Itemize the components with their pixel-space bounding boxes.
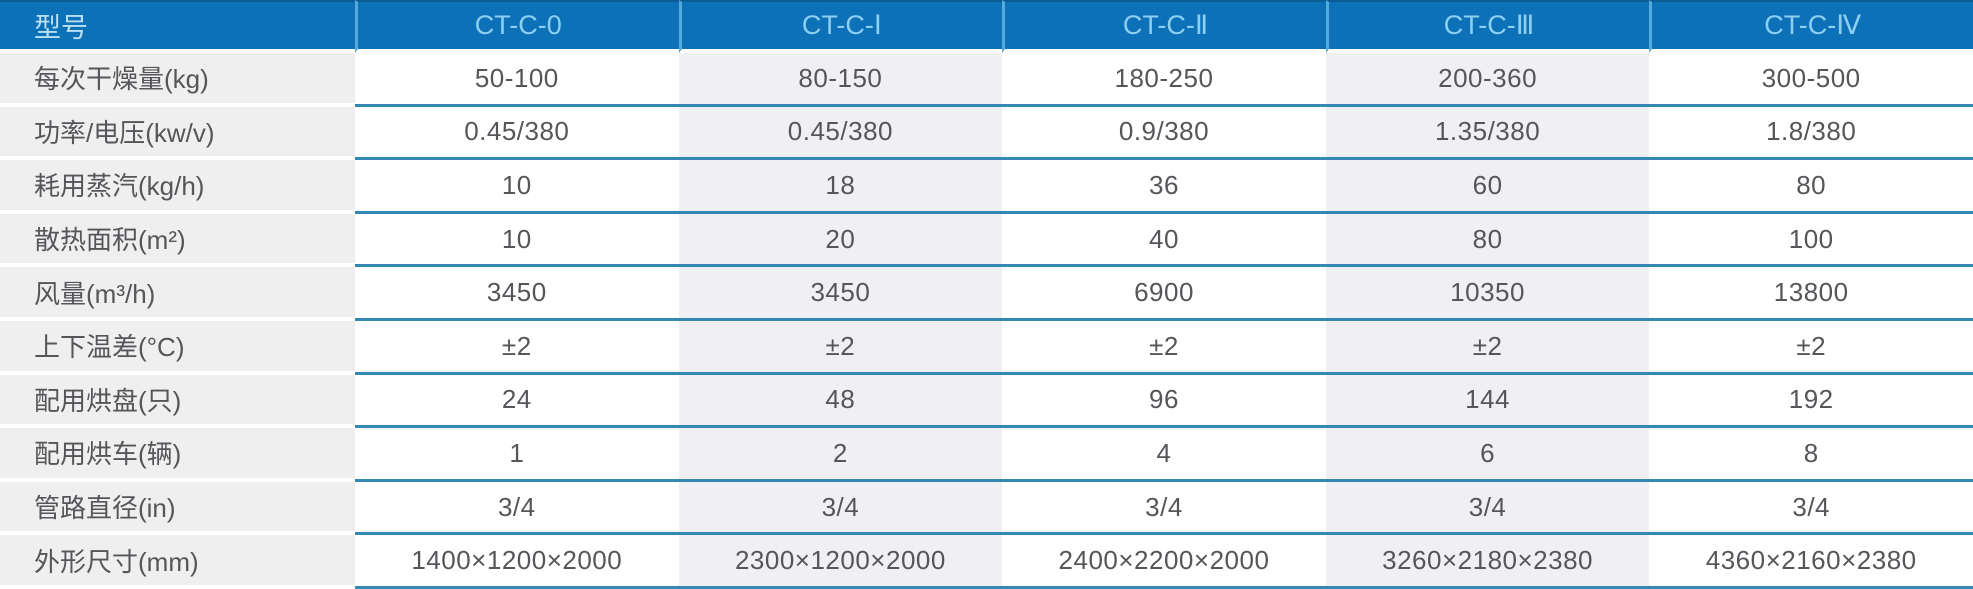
spec-value-cell: 36 — [1002, 160, 1326, 214]
spec-row-label: 配用烘盘(只) — [0, 374, 355, 429]
spec-value-cell: ±2 — [1649, 320, 1973, 375]
spec-value-cell: 200-360 — [1325, 53, 1650, 107]
spec-row-label: 耗用蒸汽(kg/h) — [0, 160, 355, 214]
table-row-temp-difference: 上下温差(°C) ±2 ±2 ±2 ±2 ±2 — [0, 320, 1973, 375]
spec-value-cell: 40 — [1002, 213, 1326, 268]
spec-value-cell: 1.8/380 — [1649, 106, 1973, 161]
spec-value-cell: 0.45/380 — [355, 106, 679, 161]
spec-value-cell: ±2 — [1002, 320, 1326, 375]
spec-value-cell: 180-250 — [1002, 53, 1326, 107]
table-row-drying-capacity: 每次干燥量(kg) 50-100 80-150 180-250 200-360 … — [0, 53, 1973, 107]
spec-row-label: 每次干燥量(kg) — [0, 53, 355, 107]
spec-value-cell: 3260×2180×2380 — [1325, 535, 1650, 589]
model-header-ct-c-0: CT-C-0 — [355, 0, 679, 53]
spec-value-cell: 80-150 — [678, 53, 1003, 107]
spec-value-cell: 144 — [1325, 374, 1650, 429]
spec-value-cell: 2 — [678, 428, 1003, 482]
spec-row-label: 散热面积(m²) — [0, 213, 355, 268]
spec-value-cell: 50-100 — [355, 53, 679, 107]
spec-value-cell: 20 — [678, 213, 1003, 268]
spec-value-cell: 10 — [355, 213, 679, 268]
table-row-overall-dimensions: 外形尺寸(mm) 1400×1200×2000 2300×1200×2000 2… — [0, 535, 1973, 589]
spec-value-cell: 48 — [678, 374, 1003, 429]
spec-row-label: 外形尺寸(mm) — [0, 535, 355, 589]
spec-value-cell: 4 — [1002, 428, 1326, 482]
spec-value-cell: 80 — [1649, 160, 1973, 214]
spec-value-cell: 96 — [1002, 374, 1326, 429]
table-row-heat-area: 散热面积(m²) 10 20 40 80 100 — [0, 213, 1973, 268]
spec-value-cell: ±2 — [678, 320, 1003, 375]
spec-value-cell: 8 — [1649, 428, 1973, 482]
table-row-power-voltage: 功率/电压(kw/v) 0.45/380 0.45/380 0.9/380 1.… — [0, 106, 1973, 161]
spec-value-cell: 10 — [355, 160, 679, 214]
spec-value-cell: 3/4 — [678, 481, 1003, 536]
spec-row-label: 上下温差(°C) — [0, 320, 355, 375]
spec-value-cell: 60 — [1325, 160, 1650, 214]
spec-row-label: 管路直径(in) — [0, 481, 355, 536]
spec-row-label: 风量(m³/h) — [0, 267, 355, 321]
table-row-baking-trays: 配用烘盘(只) 24 48 96 144 192 — [0, 374, 1973, 429]
header-row: 型号 CT-C-0 CT-C-Ⅰ CT-C-Ⅱ CT-C-Ⅲ CT-C-Ⅳ — [0, 0, 1973, 53]
model-header-ct-c-1: CT-C-Ⅰ — [678, 0, 1003, 53]
spec-row-label: 配用烘车(辆) — [0, 428, 355, 482]
model-header-ct-c-2: CT-C-Ⅱ — [1002, 0, 1326, 53]
spec-value-cell: 3/4 — [1325, 481, 1650, 536]
table-row-steam-consumption: 耗用蒸汽(kg/h) 10 18 36 60 80 — [0, 160, 1973, 214]
spec-value-cell: 3450 — [678, 267, 1003, 321]
spec-value-cell: 6 — [1325, 428, 1650, 482]
spec-value-cell: 3450 — [355, 267, 679, 321]
spec-value-cell: 24 — [355, 374, 679, 429]
spec-value-cell: 3/4 — [1002, 481, 1326, 536]
spec-value-cell: 18 — [678, 160, 1003, 214]
table-row-air-volume: 风量(m³/h) 3450 3450 6900 10350 13800 — [0, 267, 1973, 321]
spec-value-cell: 4360×2160×2380 — [1649, 535, 1973, 589]
spec-value-cell: 1400×1200×2000 — [355, 535, 679, 589]
table-row-baking-carts: 配用烘车(辆) 1 2 4 6 8 — [0, 428, 1973, 482]
spec-value-cell: 1.35/380 — [1325, 106, 1650, 161]
table-row-pipe-diameter: 管路直径(in) 3/4 3/4 3/4 3/4 3/4 — [0, 481, 1973, 536]
spec-value-cell: 0.9/380 — [1002, 106, 1326, 161]
spec-value-cell: 100 — [1649, 213, 1973, 268]
spec-value-cell: 13800 — [1649, 267, 1973, 321]
model-header-ct-c-3: CT-C-Ⅲ — [1325, 0, 1650, 53]
model-column-title: 型号 — [0, 0, 355, 53]
spec-value-cell: 2400×2200×2000 — [1002, 535, 1326, 589]
spec-row-label: 功率/电压(kw/v) — [0, 106, 355, 161]
spec-value-cell: 2300×1200×2000 — [678, 535, 1003, 589]
spec-value-cell: 3/4 — [355, 481, 679, 536]
spec-value-cell: 1 — [355, 428, 679, 482]
spec-value-cell: 3/4 — [1649, 481, 1973, 536]
spec-value-cell: ±2 — [355, 320, 679, 375]
spec-value-cell: 192 — [1649, 374, 1973, 429]
spec-value-cell: 10350 — [1325, 267, 1650, 321]
spec-value-cell: 80 — [1325, 213, 1650, 268]
spec-value-cell: 6900 — [1002, 267, 1326, 321]
spec-value-cell: ±2 — [1325, 320, 1650, 375]
spec-value-cell: 0.45/380 — [678, 106, 1003, 161]
spec-value-cell: 300-500 — [1649, 53, 1973, 107]
model-header-ct-c-4: CT-C-Ⅳ — [1649, 0, 1973, 53]
